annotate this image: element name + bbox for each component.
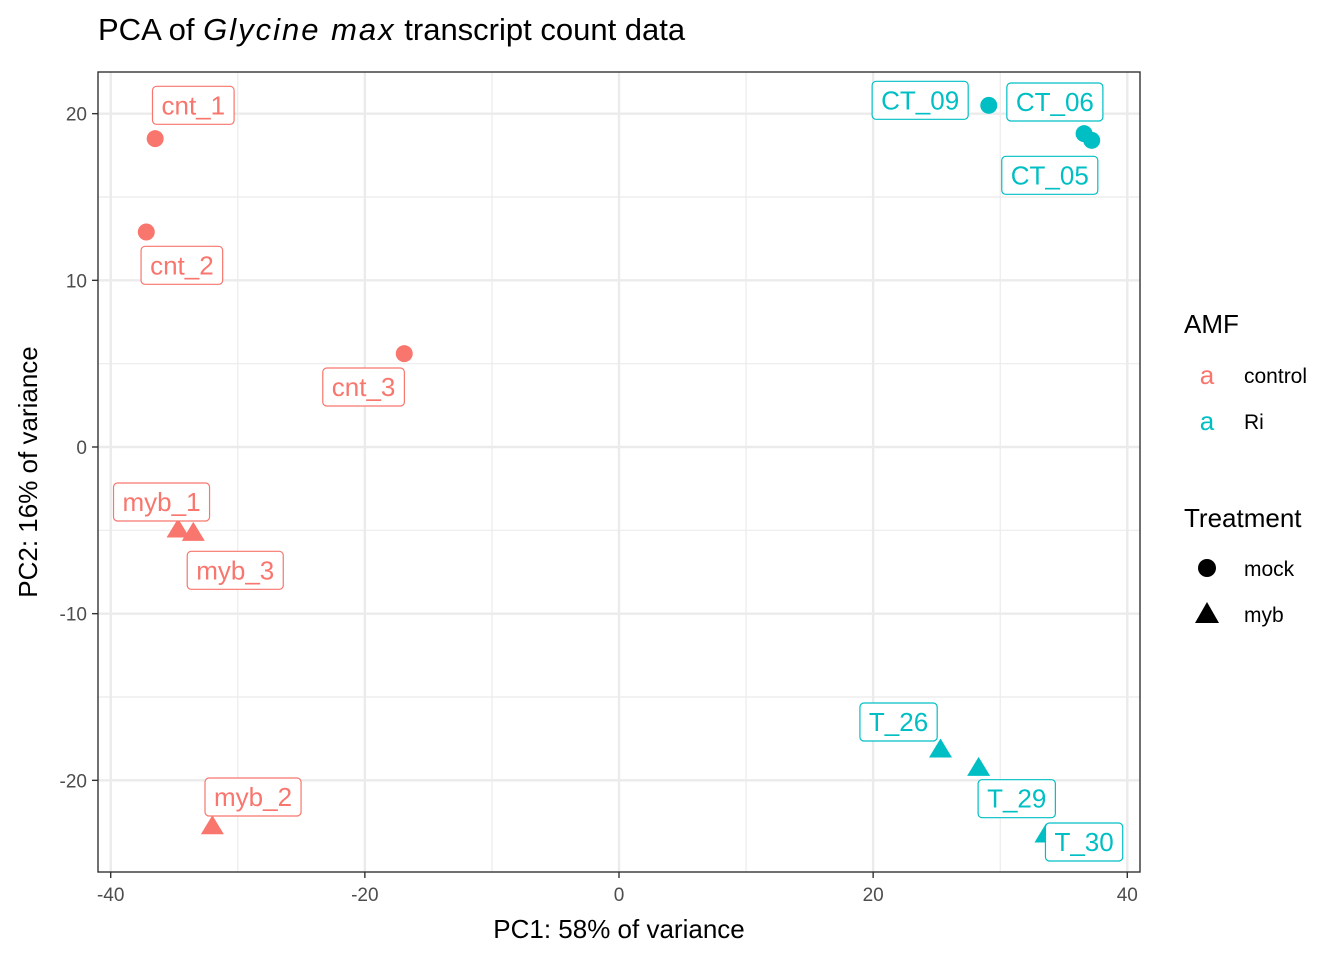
point-T_26 [928, 738, 952, 758]
x-tick-label: 40 [1117, 885, 1138, 906]
point-label-cnt_1: cnt_1 [151, 85, 235, 125]
label-box [186, 550, 284, 590]
label-text: cnt_1 [162, 90, 226, 120]
label-text: CT_05 [1011, 160, 1089, 190]
point-label-myb_2: myb_2 [204, 777, 302, 817]
point-cnt_2 [137, 223, 155, 241]
point-cnt_1 [146, 130, 164, 148]
label-text: myb_2 [214, 782, 292, 812]
y-tick-label: -10 [60, 605, 87, 626]
label-text: cnt_3 [332, 372, 396, 402]
chart-title: PCA of Glycine max transcript count data [98, 12, 686, 47]
point-label-cnt_3: cnt_3 [322, 367, 405, 407]
x-tick-label: 0 [614, 885, 625, 906]
label-box [871, 80, 969, 120]
point-label-T_30: T_30 [1044, 822, 1124, 862]
point-label-CT_09: CT_09 [871, 80, 969, 120]
label-text: T_29 [987, 784, 1046, 814]
label-box [112, 482, 211, 522]
x-axis: -40 -20 0 20 40 [97, 872, 1138, 906]
legend-label-ri: Ri [1244, 411, 1264, 434]
point-label-cnt_2: cnt_2 [140, 245, 224, 285]
legend-label-control: control [1244, 365, 1307, 388]
point-myb_2 [200, 815, 224, 835]
point-myb_1 [166, 518, 190, 538]
y-tick-label: 0 [76, 438, 87, 459]
y-axis-title: PC2: 16% of variance [13, 346, 43, 597]
point-cnt_3 [395, 345, 413, 363]
point-CT_09 [980, 96, 998, 114]
legend-key-myb [1195, 602, 1219, 623]
legend-label-myb: myb [1244, 604, 1284, 627]
grid-major [98, 72, 1140, 872]
point-label-CT_06: CT_06 [1006, 82, 1104, 122]
x-tick-label: -40 [97, 885, 124, 906]
point-label-myb_1: myb_1 [112, 482, 211, 522]
legend: AMF a control a Ri Treatment mock myb [1184, 309, 1307, 627]
label-box [140, 245, 224, 285]
point-label-T_29: T_29 [977, 779, 1056, 819]
legend-key-mock [1198, 559, 1216, 577]
label-box [204, 777, 302, 817]
legend-key-control: a [1200, 360, 1215, 390]
legend-label-mock: mock [1244, 558, 1295, 581]
x-tick-label: -20 [351, 885, 378, 906]
point-CT_05 [1083, 131, 1101, 149]
point-label-CT_05: CT_05 [1001, 155, 1099, 195]
label-text: T_26 [869, 707, 928, 737]
label-box [1044, 822, 1124, 862]
label-text: CT_09 [881, 85, 959, 115]
x-axis-title: PC1: 58% of variance [493, 914, 744, 944]
y-tick-label: 10 [66, 271, 87, 292]
point-myb_3 [181, 521, 205, 541]
label-box [322, 367, 405, 407]
label-text: myb_1 [123, 487, 201, 517]
label-box [977, 779, 1056, 819]
y-tick-label: 20 [66, 105, 87, 126]
label-text: T_30 [1054, 827, 1113, 857]
labels-layer: cnt_1 cnt_2 cnt_3 myb_1 myb_3 myb_2 CT_09 CT_06… [112, 80, 1124, 862]
label-box [859, 702, 938, 742]
label-box [151, 85, 235, 125]
point-label-T_26: T_26 [859, 702, 938, 742]
point-label-myb_3: myb_3 [186, 550, 284, 590]
legend-key-ri: a [1200, 406, 1215, 436]
point-T_29 [967, 756, 991, 776]
points-layer [137, 96, 1101, 843]
y-axis: -20 -10 0 10 20 [60, 105, 98, 792]
label-box [1001, 155, 1099, 195]
label-text: cnt_2 [150, 250, 214, 280]
label-text: CT_06 [1016, 87, 1094, 117]
label-box [1006, 82, 1104, 122]
legend-title-amf: AMF [1184, 309, 1239, 339]
y-tick-label: -20 [60, 771, 87, 792]
label-text: myb_3 [196, 555, 274, 585]
legend-title-treatment: Treatment [1184, 503, 1302, 533]
x-tick-label: 20 [863, 885, 884, 906]
